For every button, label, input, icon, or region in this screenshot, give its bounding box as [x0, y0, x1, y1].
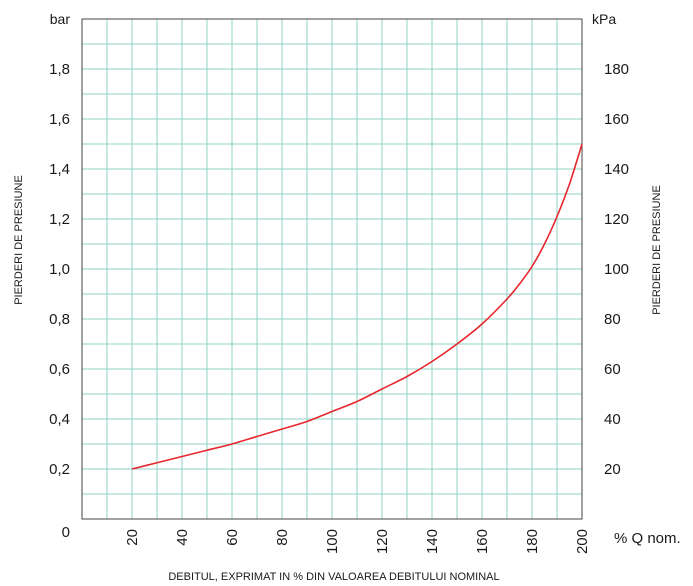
- x-axis-label: DEBITUL, EXPRIMAT IN % DIN VALOAREA DEBI…: [168, 571, 499, 583]
- y-tick-label-right: 60: [604, 361, 621, 378]
- y-tick-label-left: 0,2: [49, 461, 70, 478]
- y-tick-label-left: 1,4: [49, 161, 70, 178]
- y-tick-label-left: 0,6: [49, 361, 70, 378]
- y-axis-label-left: PIERDERI DE PRESIUNE: [13, 175, 25, 305]
- y-tick-label-right: 40: [604, 411, 621, 428]
- y-tick-label-right: 160: [604, 111, 629, 128]
- y-tick-label-right: 120: [604, 211, 629, 228]
- y-tick-label-left: 1,2: [49, 211, 70, 228]
- y-tick-label-right: 140: [604, 161, 629, 178]
- y-tick-label-left: 1,6: [49, 111, 70, 128]
- y-tick-label-right: 80: [604, 311, 621, 328]
- y-axis-unit-right: kPa: [592, 11, 616, 27]
- y-tick-label-right: 100: [604, 261, 629, 278]
- x-tick-label: 180: [524, 529, 541, 554]
- series-layer: [131, 143, 583, 470]
- y-axis-unit-left: bar: [50, 11, 71, 27]
- y-tick-label-left: 0,4: [49, 411, 70, 428]
- x-tick-label: 160: [474, 529, 491, 554]
- grid: [82, 19, 582, 519]
- y-tick-label-left: 1,0: [49, 261, 70, 278]
- x-tick-label: 60: [224, 529, 241, 546]
- tick-labels: 0,2 0,4 0,6 0,8 1,0 1,2 1,4 1,6 1,8 20 40 60 80 100 12…: [49, 61, 629, 554]
- y-tick-label-right: 20: [604, 461, 621, 478]
- x-axis-unit: % Q nom.: [614, 530, 681, 547]
- y-axis-label-right: PIERDERI DE PRESIUNE: [651, 185, 663, 315]
- origin-label: 0: [62, 524, 70, 541]
- y-tick-label-right: 180: [604, 61, 629, 78]
- series-line: [131, 143, 583, 470]
- x-tick-label: 40: [174, 529, 191, 546]
- y-tick-label-left: 1,8: [49, 61, 70, 78]
- y-tick-label-left: 0,8: [49, 311, 70, 328]
- x-tick-label: 20: [124, 529, 141, 546]
- x-tick-label: 140: [424, 529, 441, 554]
- x-tick-label: 120: [374, 529, 391, 554]
- plot-frame: [81, 18, 583, 520]
- x-tick-label: 200: [574, 529, 591, 554]
- x-tick-label: 100: [324, 529, 341, 554]
- x-tick-label: 80: [274, 529, 291, 546]
